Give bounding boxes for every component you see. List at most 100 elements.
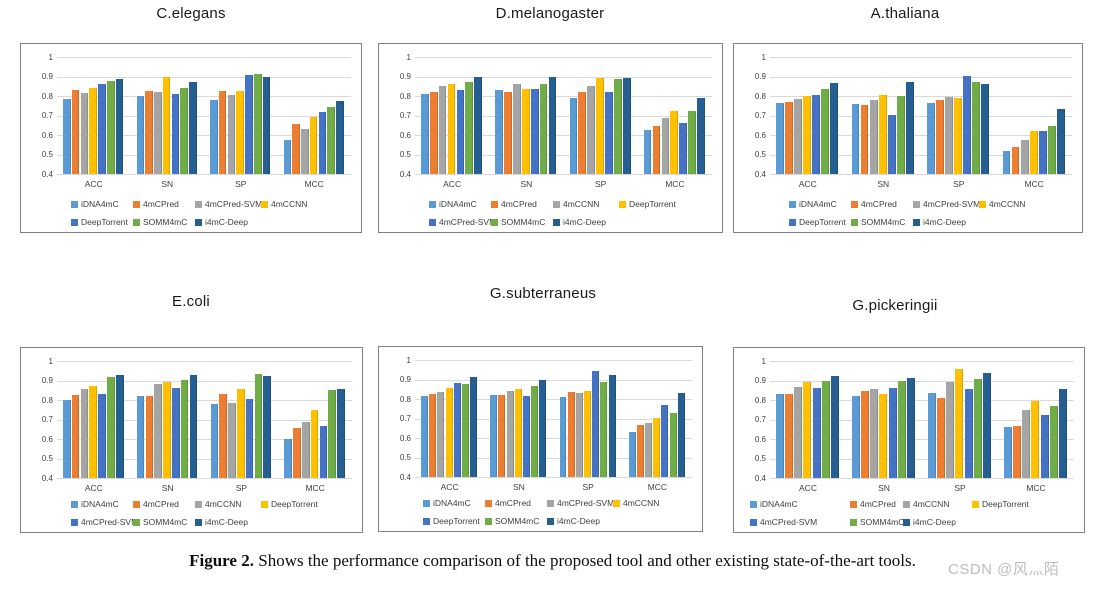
legend-item: 4mCCNN xyxy=(979,199,1025,209)
bar-i4mc-deep-sp xyxy=(622,78,631,174)
gridline xyxy=(57,478,352,479)
legend-label: DeepTorrent xyxy=(433,516,480,526)
bar-4mcpred-svm-sp xyxy=(945,96,953,174)
legend-label: 4mCPred xyxy=(860,499,896,509)
legend-label: 4mCCNN xyxy=(205,499,242,509)
y-tick-label: 0.5 xyxy=(399,150,411,159)
bar-4mcpred-svm-sn xyxy=(172,388,180,478)
gridline xyxy=(415,438,692,439)
legend-swatch-icon xyxy=(195,200,202,208)
bar-somm4mc-sp xyxy=(972,81,981,174)
bar-4mccnn-mcc xyxy=(661,118,670,174)
legend-swatch-icon xyxy=(71,500,78,508)
legend-label: DeepTorrent xyxy=(799,217,846,227)
legend-item: DeepTorrent xyxy=(619,199,676,209)
chart-panel-g-subterraneus: 1 0.9 0.8 0.7 0.6 0.5 0.4 ACC SN SP MCC iDNA4mC 4mCP… xyxy=(378,346,703,532)
bar-4mcpred-svm-acc xyxy=(812,388,821,478)
legend-label: iDNA4mC xyxy=(760,499,798,509)
legend-label: DeepTorrent xyxy=(982,499,1029,509)
y-tick-label: 1 xyxy=(48,52,53,62)
bar-4mcpred-svm-sn xyxy=(506,391,514,477)
legend-swatch-icon xyxy=(261,500,268,508)
legend-swatch-icon xyxy=(913,218,920,226)
bar-4mcpred-svm-mcc xyxy=(1040,415,1049,478)
legend-item: i4mC-Deep xyxy=(903,517,956,527)
bar-deeptorrent-mcc xyxy=(1031,401,1040,478)
bar-i4mc-deep-sp xyxy=(981,83,990,174)
legend-label: 4mCPred-SVM xyxy=(439,217,497,227)
legend-label: 4mCPred xyxy=(501,199,537,209)
gridline xyxy=(770,115,1072,117)
bar-idna4mc-sp xyxy=(210,100,218,174)
y-tick-label: 0.9 xyxy=(754,72,766,81)
bar-deeptorrent-sp xyxy=(245,75,253,174)
bar-i4mc-deep-mcc xyxy=(336,101,344,174)
legend-swatch-icon xyxy=(71,518,78,526)
bar-4mcpred-mcc xyxy=(636,425,644,477)
bar-somm4mc-acc xyxy=(461,383,469,477)
bar-4mccnn-sp xyxy=(587,85,595,174)
gridline xyxy=(415,96,712,97)
y-tick-label: 0.8 xyxy=(41,395,53,405)
legend-swatch-icon xyxy=(851,218,858,226)
legend-label: 4mCCNN xyxy=(989,199,1026,209)
bar-deeptorrent-mcc xyxy=(310,410,319,478)
legend-label: DeepTorrent xyxy=(271,499,318,509)
x-category-label: SN xyxy=(877,179,890,189)
legend-swatch-icon xyxy=(750,500,757,508)
y-tick-label: 0.5 xyxy=(754,454,766,463)
gridline xyxy=(57,380,352,382)
y-tick-label: 0.5 xyxy=(41,150,53,159)
legend-swatch-icon xyxy=(789,218,796,226)
bar-4mcpred-svm-mcc xyxy=(645,423,653,477)
legend-item: DeepTorrent xyxy=(789,217,846,227)
bar-idna4mc-sn xyxy=(851,104,860,174)
gridline xyxy=(415,76,712,78)
x-category-label: SN xyxy=(161,179,174,189)
legend-swatch-icon xyxy=(423,517,430,525)
bar-4mcpred-svm-acc xyxy=(80,93,89,174)
legend-item: 4mCPred-SVM xyxy=(750,517,817,527)
legend-label: 4mCCNN xyxy=(563,199,600,209)
legend-item: iDNA4mC xyxy=(789,199,837,209)
y-tick-label: 0.6 xyxy=(41,434,53,444)
bar-4mcpred-svm-sp xyxy=(227,94,236,174)
bar-4mccnn-sp xyxy=(236,90,244,174)
chart-title: A.thaliana xyxy=(870,5,940,22)
legend-swatch-icon xyxy=(485,517,492,525)
legend-item: 4mCPred xyxy=(133,199,179,209)
gridline xyxy=(770,174,1072,175)
legend-item: SOMM4mC xyxy=(133,217,187,227)
legend-swatch-icon xyxy=(133,518,140,526)
bar-somm4mc-sn xyxy=(180,379,189,478)
bar-deeptorrent-sp xyxy=(596,78,604,174)
x-category-label: SP xyxy=(594,179,607,189)
legend-item: 4mCCNN xyxy=(613,498,659,508)
bar-idna4mc-sn xyxy=(852,395,860,478)
legend-item: 4mCPred xyxy=(133,499,179,509)
bar-i4mc-deep-mcc xyxy=(677,392,685,477)
bar-4mcpred-svm-sp xyxy=(605,91,613,174)
bar-idna4mc-sn xyxy=(490,394,498,477)
x-category-label: ACC xyxy=(798,179,817,189)
y-tick-label: 0.8 xyxy=(754,91,766,101)
legend-label: 4mCCNN xyxy=(623,498,660,508)
bar-4mccnn-sn xyxy=(514,388,522,477)
bar-4mcpred-svm-acc xyxy=(794,98,802,174)
bar-idna4mc-mcc xyxy=(1004,426,1012,478)
bar-idna4mc-mcc xyxy=(283,140,292,174)
y-tick-label: 0.7 xyxy=(41,111,53,120)
bar-deeptorrent-mcc xyxy=(661,405,669,477)
bar-4mcpred-sp xyxy=(936,99,944,174)
bar-4mccnn-acc xyxy=(445,387,453,477)
bar-somm4mc-sp xyxy=(613,79,622,174)
y-tick-label: 0.8 xyxy=(41,91,53,101)
legend-label: SOMM4mC xyxy=(143,217,188,227)
y-tick-label: 0.4 xyxy=(399,169,411,179)
bar-4mcpred-svm-sn xyxy=(154,91,162,174)
gridline xyxy=(415,418,692,420)
bar-idna4mc-sn xyxy=(136,396,145,478)
gridline xyxy=(770,96,1072,97)
chart-title: D.melanogaster xyxy=(495,5,605,22)
legend-item: SOMM4mC xyxy=(485,516,539,526)
